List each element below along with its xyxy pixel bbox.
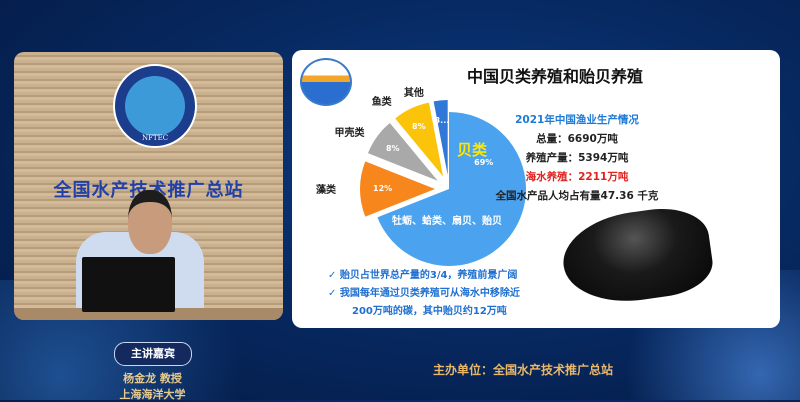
bullet-1: ✓ 贻贝占世界总产量的3/4，养殖前景广阔 xyxy=(328,270,518,281)
presenter-head xyxy=(128,190,172,254)
pie-category-label: 贝类 xyxy=(457,141,488,159)
bullet-2: ✓ 我国每年通过贝类养殖可从海水中移除近 xyxy=(328,288,520,299)
stats-aquaculture: 养殖产量：5394万吨 xyxy=(525,152,629,164)
laptop xyxy=(82,257,175,312)
stats-panel: 2021年中国渔业生产情况 总量：6690万吨 养殖产量：5394万吨 海水养殖… xyxy=(452,112,702,207)
pie-chart xyxy=(360,100,526,266)
stats-total: 总量：6690万吨 xyxy=(536,133,618,145)
bullet-2-cont: 200万吨的碳，其中贻贝约12万吨 xyxy=(352,306,507,317)
pie-slice-4 xyxy=(433,100,448,176)
shellfish-note: 牡蛎、蛤类、扇贝、贻贝 xyxy=(392,216,502,227)
pie-pct-label: 12% xyxy=(373,184,393,193)
pie-category-label: 其他 xyxy=(403,88,424,100)
stats-mariculture: 海水养殖：2211万吨 xyxy=(525,171,629,183)
organizer: 主办单位：全国水产技术推广总站 xyxy=(433,363,614,377)
pie-slice-1 xyxy=(360,161,435,217)
pie-slice-2 xyxy=(367,122,438,181)
desk xyxy=(14,308,283,320)
pie-pct-label: 8% xyxy=(412,122,426,132)
host-affiliation: 上海海洋大学 xyxy=(119,388,186,401)
stats-heading: 2021年中国渔业生产情况 xyxy=(515,114,639,126)
pie-category-label: 甲壳类 xyxy=(334,127,365,139)
pie-slice-3 xyxy=(395,102,444,177)
stats-per-capita: 全国水产品人均占有量47.36 千克 xyxy=(495,190,659,202)
pie-category-label: 藻类 xyxy=(316,185,336,196)
host-badge: 主讲嘉宾 xyxy=(114,342,192,366)
slide-title: 中国贝类养殖和贻贝养殖 xyxy=(467,67,644,86)
slide: 中国贝类养殖和贻贝养殖 牡蛎、蛤类、扇贝、贻贝 2021年中国渔业生产情况 总量… xyxy=(292,50,780,328)
pie-slice-0 xyxy=(377,112,526,266)
pie-pct-label: 3... xyxy=(434,116,450,126)
university-logo xyxy=(300,58,352,106)
pie-pct-label: 69% xyxy=(474,157,494,167)
pie-pct-label: 8% xyxy=(385,144,400,154)
presenter-video[interactable]: NFTEC 全国水产技术推广总站 xyxy=(14,52,283,320)
host-name: 杨金龙 教授 xyxy=(123,372,182,385)
nftec-logo: NFTEC xyxy=(113,64,197,148)
pie-category-label: 鱼类 xyxy=(371,97,392,109)
